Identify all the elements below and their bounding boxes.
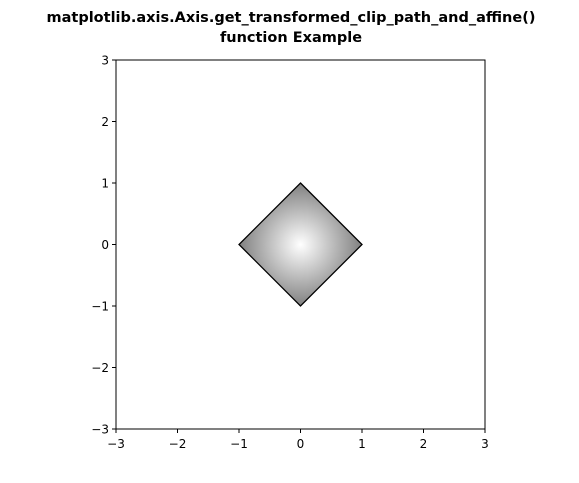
y-tick-label: 3 [101,54,109,68]
clipped-image [239,183,362,306]
clip-path-outline [238,182,363,307]
y-axis: −3 −2 −1 0 1 2 3 [91,54,116,437]
x-tick-label: 1 [358,437,366,451]
x-tick-label: 2 [420,437,428,451]
plot-area [115,59,486,430]
chart-title-line-2: function Example [220,30,362,46]
y-tick-label: 2 [101,115,109,129]
x-tick-label: 3 [481,437,489,451]
y-tick-label: −1 [91,300,109,314]
x-tick-label: −1 [230,437,248,451]
x-axis: −3 −2 −1 0 1 2 3 [107,429,489,451]
y-tick-label: 0 [101,238,109,252]
x-tick-label: −2 [169,437,187,451]
x-tick-label: 0 [297,437,305,451]
x-tick-label: −3 [107,437,125,451]
y-tick-label: 1 [101,177,109,191]
chart-title-line-1: matplotlib.axis.Axis.get_transformed_cli… [47,10,536,26]
y-tick-label: −3 [91,423,109,437]
y-tick-label: −2 [91,361,109,375]
